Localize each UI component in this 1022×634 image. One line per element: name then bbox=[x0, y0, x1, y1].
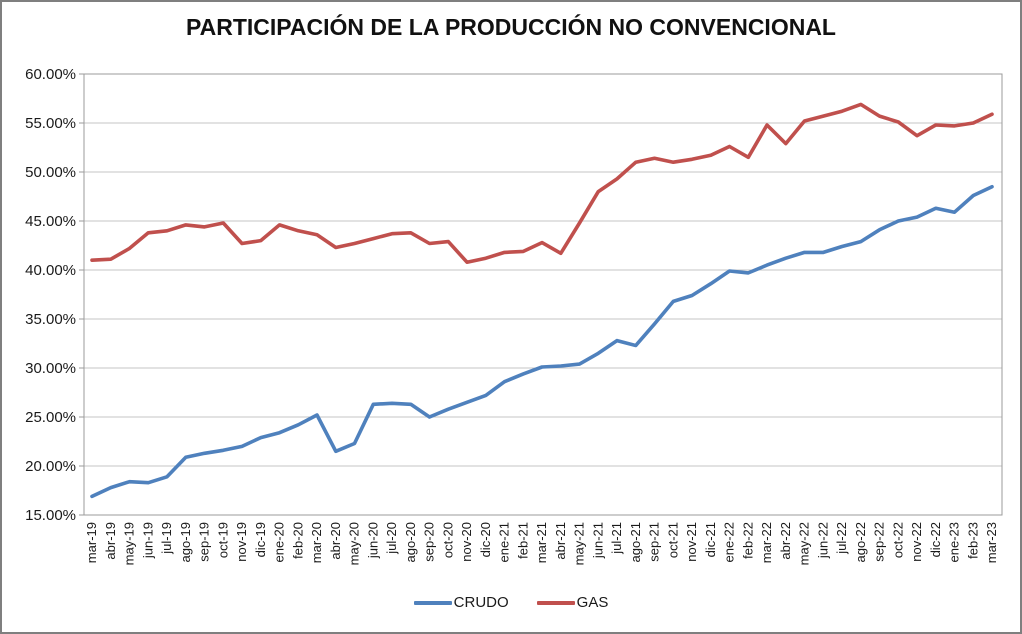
crudo-line-swatch bbox=[413, 600, 452, 605]
y-axis-label: 60.00% bbox=[25, 66, 76, 83]
y-axis-label: 55.00% bbox=[25, 115, 76, 132]
x-axis-label: oct-20 bbox=[440, 522, 455, 558]
x-axis-label: may-20 bbox=[347, 522, 362, 565]
x-axis-label: oct-19 bbox=[215, 522, 230, 558]
legend: CRUDO GAS bbox=[2, 594, 1020, 611]
x-axis-label: feb-23 bbox=[965, 522, 980, 559]
x-axis-label: mar-20 bbox=[309, 522, 324, 563]
legend-item-crudo: CRUDO bbox=[413, 594, 509, 611]
legend-label-gas: GAS bbox=[576, 594, 609, 611]
x-axis-label: ago-20 bbox=[403, 522, 418, 562]
x-axis-label: mar-19 bbox=[84, 522, 99, 563]
x-axis-label: dic-20 bbox=[478, 522, 493, 557]
x-axis-label: dic-19 bbox=[253, 522, 268, 557]
x-axis-label: nov-22 bbox=[909, 522, 924, 562]
y-axis-label: 45.00% bbox=[25, 213, 76, 230]
legend-item-gas: GAS bbox=[536, 594, 609, 611]
x-axis-label: jul-19 bbox=[159, 522, 174, 555]
series-line-crudo bbox=[90, 184, 994, 499]
x-axis-label: oct-22 bbox=[890, 522, 905, 558]
x-axis-label: jun-22 bbox=[815, 522, 830, 559]
chart-title: PARTICIPACIÓN DE LA PRODUCCIÓN NO CONVEN… bbox=[186, 14, 836, 40]
plot-border bbox=[83, 73, 1003, 516]
y-axis-label: 15.00% bbox=[25, 507, 76, 524]
y-axis-label: 30.00% bbox=[25, 360, 76, 377]
legend-label-crudo: CRUDO bbox=[453, 594, 509, 611]
x-axis-label: ene-20 bbox=[272, 522, 287, 562]
x-axis-label: jul-21 bbox=[609, 522, 624, 555]
x-axis-label: mar-21 bbox=[534, 522, 549, 563]
x-axis-label: ago-19 bbox=[178, 522, 193, 562]
y-axis-label: 40.00% bbox=[25, 262, 76, 279]
x-axis-label: sep-20 bbox=[422, 522, 437, 562]
x-axis-label: ago-22 bbox=[853, 522, 868, 562]
x-axis-label: nov-20 bbox=[459, 522, 474, 562]
x-axis-label: abr-19 bbox=[103, 522, 118, 560]
x-axis-label: ene-22 bbox=[722, 522, 737, 562]
y-axis-label: 35.00% bbox=[25, 311, 76, 328]
x-axis-label: ago-21 bbox=[628, 522, 643, 562]
y-axis-label: 20.00% bbox=[25, 458, 76, 475]
x-axis-label: mar-22 bbox=[759, 522, 774, 563]
x-axis-label: jul-22 bbox=[834, 522, 849, 555]
y-axis-label: 25.00% bbox=[25, 409, 76, 426]
x-axis-label: abr-20 bbox=[328, 522, 343, 560]
y-axis-label: 50.00% bbox=[25, 164, 76, 181]
x-axis-label: ene-21 bbox=[497, 522, 512, 562]
x-axis-label: may-19 bbox=[122, 522, 137, 565]
x-axis-label: sep-19 bbox=[197, 522, 212, 562]
gas-line-swatch bbox=[536, 600, 575, 605]
x-axis-label: oct-21 bbox=[665, 522, 680, 558]
x-axis-label: may-21 bbox=[572, 522, 587, 565]
x-axis-label: jun-21 bbox=[590, 522, 605, 559]
x-axis-label: mar-23 bbox=[984, 522, 999, 563]
series-line-gas bbox=[90, 102, 994, 265]
x-axis-label: jul-20 bbox=[384, 522, 399, 555]
x-axis-label: abr-22 bbox=[778, 522, 793, 560]
x-axis-label: jun-19 bbox=[140, 522, 155, 559]
x-axis-label: feb-21 bbox=[515, 522, 530, 559]
x-axis-label: nov-21 bbox=[684, 522, 699, 562]
x-axis-label: nov-19 bbox=[234, 522, 249, 562]
x-axis-label: dic-22 bbox=[928, 522, 943, 557]
x-axis-label: ene-23 bbox=[947, 522, 962, 562]
x-axis-label: dic-21 bbox=[703, 522, 718, 557]
x-axis-label: jun-20 bbox=[365, 522, 380, 559]
x-axis-label: abr-21 bbox=[553, 522, 568, 560]
x-axis-label: sep-21 bbox=[647, 522, 662, 562]
x-axis-label: may-22 bbox=[797, 522, 812, 565]
x-axis-label: feb-20 bbox=[290, 522, 305, 559]
x-axis-label: feb-22 bbox=[740, 522, 755, 559]
x-axis-label: sep-22 bbox=[872, 522, 887, 562]
